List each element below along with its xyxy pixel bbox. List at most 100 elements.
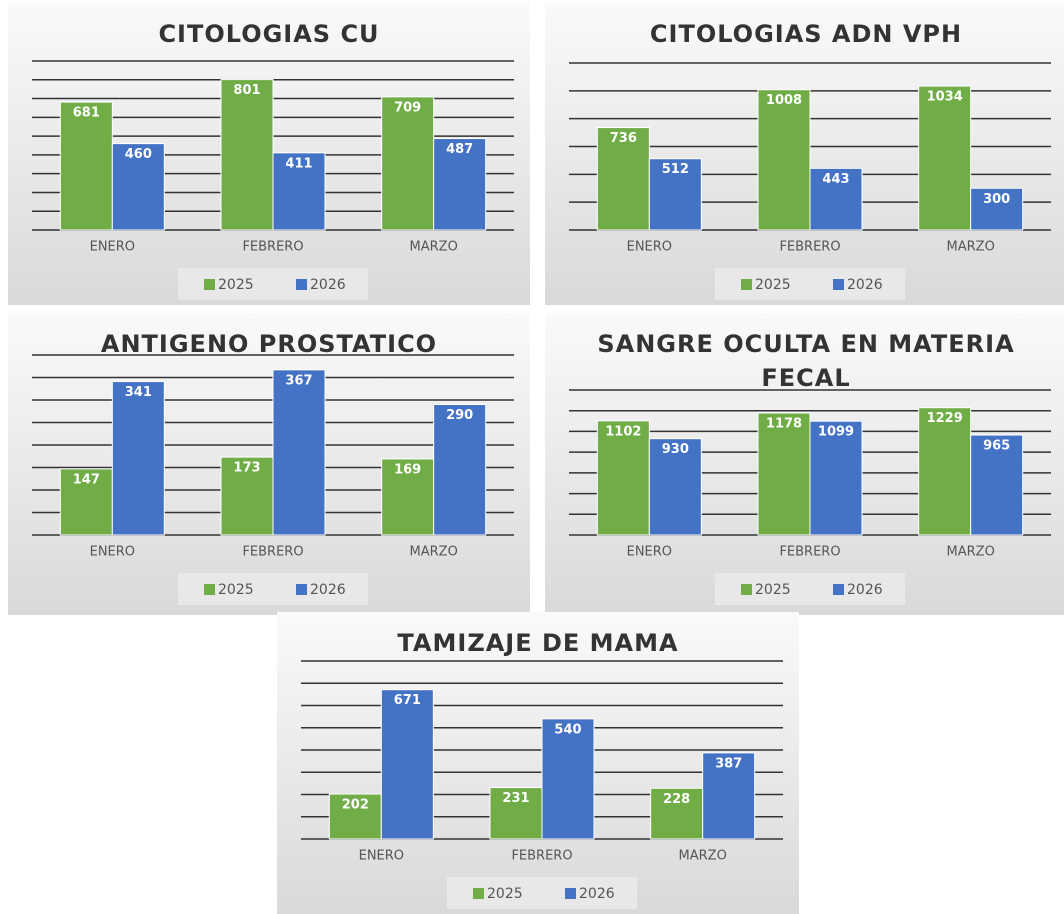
legend-swatch: [296, 279, 307, 290]
bar: [970, 187, 1024, 231]
bar: [433, 138, 487, 231]
legend-swatch: [296, 584, 307, 595]
data-label: 387: [715, 756, 742, 771]
data-label: 965: [983, 439, 1010, 454]
data-label: 540: [554, 722, 581, 737]
legend-label: 2025: [218, 277, 254, 293]
chart-title: ANTIGENO PROSTATICO: [100, 330, 438, 358]
x-tick-label: MARZO: [410, 545, 458, 560]
x-tick-label: MARZO: [410, 240, 458, 255]
bar: [489, 787, 543, 840]
data-label: 169: [394, 462, 421, 477]
chart-panel: TAMIZAJE DE MAMA ENERO 202 671 FEBRERO 231 540…: [277, 612, 799, 914]
data-label: 147: [73, 472, 100, 487]
data-label: 443: [822, 172, 849, 187]
bar: [650, 787, 704, 840]
data-label: 512: [662, 162, 689, 177]
bar: [111, 381, 165, 536]
data-label: 228: [663, 792, 690, 807]
data-label: 173: [233, 461, 260, 476]
bar: [220, 79, 274, 231]
data-label: 290: [446, 408, 473, 423]
data-label: 411: [285, 156, 312, 171]
data-label: 1008: [766, 93, 802, 108]
bar: [757, 412, 811, 536]
data-label: 681: [73, 106, 100, 121]
data-label: 671: [394, 693, 421, 708]
x-tick-label: MARZO: [679, 849, 727, 864]
legend-swatch: [833, 279, 844, 290]
legend-label: 2025: [218, 582, 254, 598]
bar: [59, 468, 113, 536]
chart: ENERO 147 341 FEBRERO 173 367 MARZO 169 290 2025 2…: [32, 354, 514, 605]
legend-swatch: [204, 279, 215, 290]
data-label: 1099: [818, 425, 854, 440]
data-label: 1034: [927, 90, 963, 105]
bar: [272, 369, 326, 536]
bar: [596, 420, 650, 536]
bar: [380, 689, 434, 840]
bar: [433, 404, 487, 536]
legend-label: 2025: [755, 582, 791, 598]
legend-label: 2026: [310, 277, 346, 293]
bar: [918, 407, 972, 536]
bar: [541, 718, 595, 840]
data-label: 801: [233, 83, 260, 98]
data-label: 202: [342, 798, 369, 813]
legend-swatch: [833, 584, 844, 595]
legend-swatch: [473, 888, 484, 899]
chart: ENERO 736 512 FEBRERO 1008 443 MARZO 1034 300 202…: [569, 62, 1051, 300]
data-label: 709: [394, 100, 421, 115]
legend-label: 2026: [847, 582, 883, 598]
x-tick-label: MARZO: [947, 240, 995, 255]
chart-panel: SANGRE OCULTA EN MATERIA FECAL ENERO 1102 9…: [545, 313, 1064, 615]
data-label: 1102: [605, 424, 641, 439]
legend-label: 2026: [310, 582, 346, 598]
x-tick-label: ENERO: [359, 849, 404, 864]
bar: [596, 127, 650, 231]
bar: [809, 420, 863, 536]
legend-swatch: [565, 888, 576, 899]
x-tick-label: FEBRERO: [779, 240, 840, 255]
legend-swatch: [741, 584, 752, 595]
data-label: 930: [662, 442, 689, 457]
bar: [59, 101, 113, 231]
bar: [648, 438, 702, 536]
x-tick-label: MARZO: [947, 545, 995, 560]
chart-title: SANGRE OCULTA EN MATERIA FECAL: [597, 330, 1015, 392]
legend-label: 2025: [487, 886, 523, 902]
data-label: 341: [125, 385, 152, 400]
bar: [272, 152, 326, 231]
data-label: 1178: [766, 416, 802, 431]
chart-title: TAMIZAJE DE MAMA: [397, 629, 679, 657]
chart-title: CITOLOGIAS CU: [158, 20, 380, 48]
chart: ENERO 681 460 FEBRERO 801 411 MARZO 709 487 2025 2…: [32, 60, 514, 300]
x-tick-label: FEBRERO: [779, 545, 840, 560]
legend-label: 2026: [579, 886, 615, 902]
chart: ENERO 202 671 FEBRERO 231 540 MARZO 228 387 2025 2…: [301, 660, 783, 909]
bar: [918, 85, 972, 231]
x-tick-label: ENERO: [627, 240, 672, 255]
bar: [702, 752, 756, 840]
chart-title: CITOLOGIAS ADN VPH: [649, 20, 963, 48]
x-tick-label: ENERO: [90, 240, 135, 255]
bar: [381, 96, 435, 231]
data-label: 1229: [927, 411, 963, 426]
bar: [809, 167, 863, 231]
data-label: 231: [502, 791, 529, 806]
data-label: 300: [983, 192, 1010, 207]
data-label: 460: [125, 147, 152, 162]
chart-panel: CITOLOGIAS CU ENERO 681 460 FEBRERO 801 411 MAR…: [8, 3, 530, 305]
bar: [757, 89, 811, 231]
bar: [111, 143, 165, 231]
x-tick-label: FEBRERO: [242, 240, 303, 255]
chart: ENERO 1102 930 FEBRERO 1178 1099 MARZO 1229 965 2…: [569, 389, 1051, 605]
bar: [648, 158, 702, 231]
x-tick-label: ENERO: [90, 545, 135, 560]
data-label: 487: [446, 142, 473, 157]
bar: [220, 456, 274, 536]
x-tick-label: FEBRERO: [242, 545, 303, 560]
legend-swatch: [204, 584, 215, 595]
x-tick-label: FEBRERO: [511, 849, 572, 864]
